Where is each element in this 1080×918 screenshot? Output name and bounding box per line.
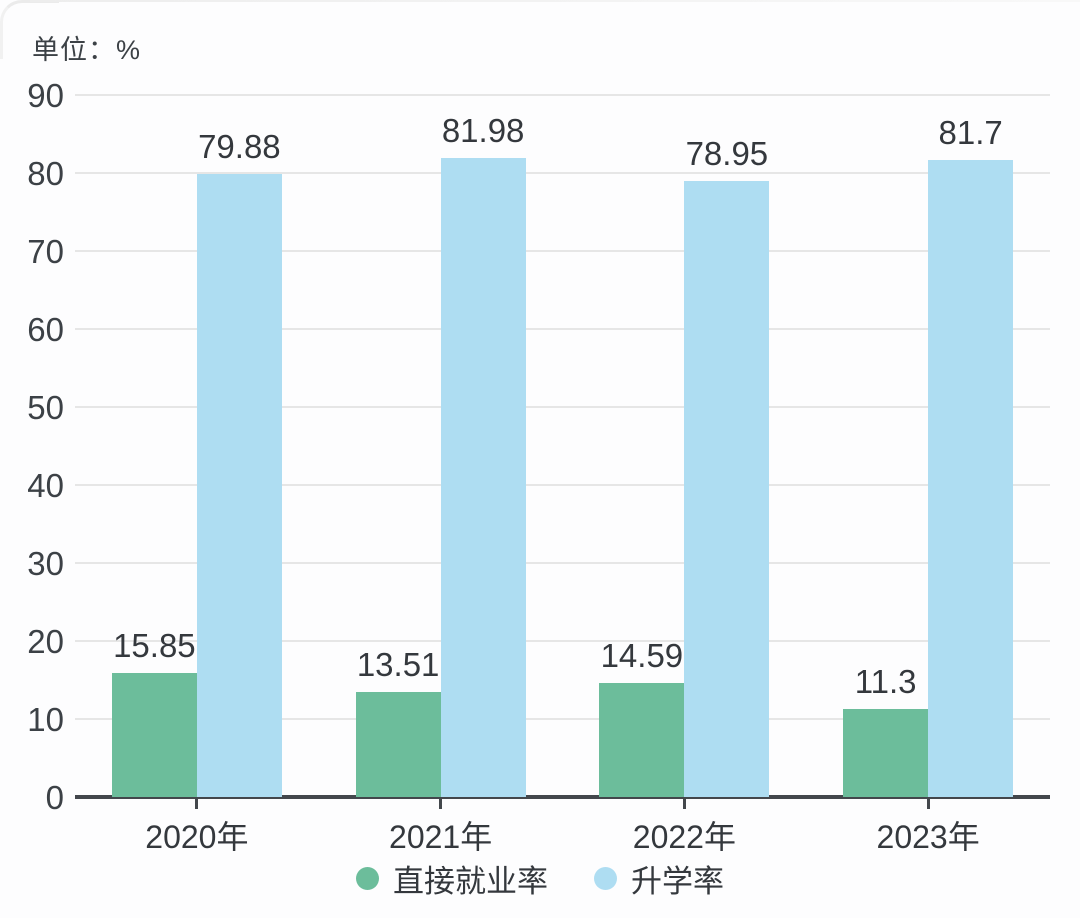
y-axis-tick-label: 40 [27, 467, 64, 504]
legend-label: 直接就业率 [393, 864, 548, 899]
y-axis-tick-label: 50 [27, 389, 64, 426]
legend-dot-icon [356, 867, 379, 890]
legend-item-直接就业率: 直接就业率 [356, 856, 548, 901]
gridline-y20 [75, 640, 1050, 642]
y-axis-tick-label: 20 [27, 623, 64, 660]
bar-升学率-2022年 [684, 181, 770, 797]
gridline-y40 [75, 484, 1050, 486]
legend: 直接就业率 升学率 [0, 856, 1080, 901]
y-axis-tick-label: 60 [27, 311, 64, 348]
bar-升学率-2023年 [928, 159, 1014, 797]
plot-area: 15.85 79.88 13.51 81.98 14.59 78.95 11.3 81.7 [75, 94, 1050, 809]
x-axis-tick-label: 2022年 [632, 819, 736, 855]
gridline-y50 [75, 406, 1050, 408]
bar-value-label: 11.3 [854, 662, 917, 700]
legend-dot-icon [594, 867, 617, 890]
bar-value-label: 81.98 [441, 111, 525, 149]
x-axis-tick-label: 2021年 [389, 819, 493, 855]
bar-升学率-2021年 [440, 157, 526, 797]
bar-value-label: 81.7 [938, 113, 1003, 151]
x-axis-tick-label: 2023年 [876, 819, 980, 855]
gridline-y90 [75, 94, 1050, 96]
y-axis-tick-label: 0 [45, 779, 64, 816]
bar-value-label: 14.59 [600, 637, 684, 675]
y-axis-tick-label: 10 [27, 701, 64, 738]
y-axis-tick-label: 80 [27, 155, 64, 192]
gridline-y30 [75, 562, 1050, 564]
y-axis-tick-label: 70 [27, 233, 64, 270]
x-axis-tick-label: 2020年 [145, 819, 249, 855]
legend-item-升学率: 升学率 [594, 856, 724, 901]
gridline-y70 [75, 250, 1050, 252]
x-axis-tick [682, 797, 686, 809]
bar-value-label: 13.51 [356, 645, 440, 683]
bar-升学率-2020年 [196, 173, 282, 797]
x-axis-line [75, 795, 1050, 799]
x-axis-tick [439, 797, 443, 809]
y-axis-tick-label: 30 [27, 545, 64, 582]
bar-value-label: 79.88 [198, 127, 281, 165]
x-axis-tick [926, 797, 930, 809]
gridline-y80 [75, 172, 1050, 174]
legend-label: 升学率 [631, 864, 724, 899]
bar-value-label: 78.95 [685, 135, 769, 173]
unit-label: 单位：% [32, 35, 142, 65]
gridline-y60 [75, 328, 1050, 330]
x-axis-tick [195, 797, 199, 809]
gridline-y10 [75, 718, 1050, 720]
bar-value-label: 15.85 [113, 627, 196, 665]
bar-直接就业率-2021年 [355, 691, 441, 797]
bar-直接就业率-2022年 [599, 683, 685, 797]
y-axis-tick-label: 90 [27, 77, 64, 114]
bar-直接就业率-2020年 [111, 673, 197, 797]
bar-直接就业率-2023年 [843, 708, 929, 797]
